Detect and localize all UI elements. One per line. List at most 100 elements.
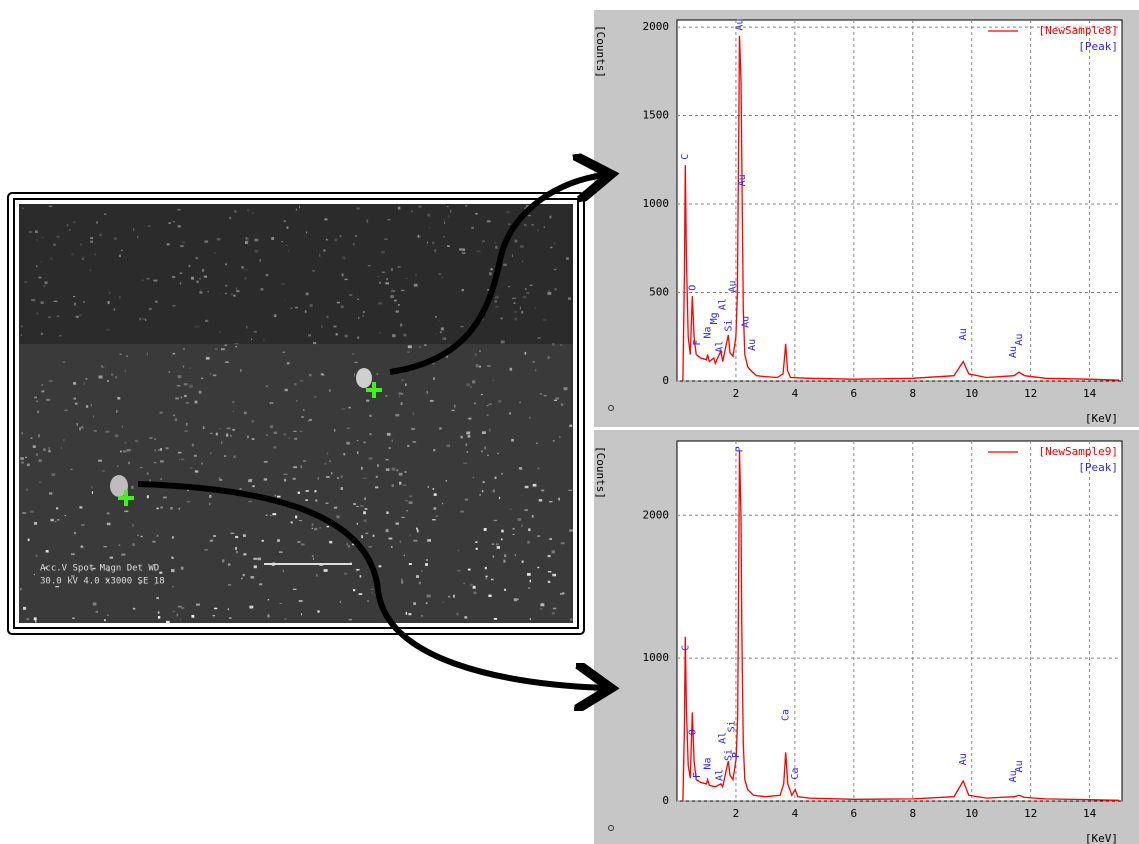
speck — [401, 379, 404, 382]
speck — [566, 257, 569, 260]
speck — [501, 472, 503, 475]
speck — [426, 391, 428, 394]
speck — [472, 476, 475, 479]
speck — [243, 268, 248, 271]
speck — [354, 361, 358, 363]
speck — [209, 494, 212, 498]
speck — [175, 397, 179, 400]
speck — [263, 478, 268, 481]
speck — [379, 332, 381, 334]
speck — [514, 239, 518, 243]
speck — [386, 278, 388, 281]
speck — [403, 554, 405, 556]
speck — [407, 351, 410, 353]
speck — [172, 536, 174, 539]
speck — [254, 238, 259, 242]
speck — [314, 490, 317, 493]
speck — [81, 426, 84, 429]
speck — [44, 281, 48, 285]
speck — [355, 235, 357, 237]
speck — [476, 250, 481, 253]
speck — [509, 367, 513, 371]
speck — [471, 226, 474, 229]
speck — [166, 620, 170, 624]
speck — [394, 299, 397, 302]
speck — [292, 477, 296, 480]
speck — [558, 497, 560, 501]
speck — [190, 467, 193, 469]
speck — [519, 245, 524, 248]
legend-peak: [Peak] — [1078, 40, 1118, 53]
speck — [478, 365, 481, 368]
speck — [106, 328, 110, 331]
speck — [194, 400, 198, 404]
speck — [56, 507, 59, 510]
speck — [551, 612, 555, 615]
speck — [207, 290, 209, 293]
speck — [363, 441, 366, 444]
speck — [215, 432, 218, 436]
speck — [348, 545, 350, 548]
x-tick-label: 6 — [851, 807, 858, 820]
speck — [80, 545, 83, 548]
speck — [504, 588, 506, 591]
speck — [171, 557, 174, 559]
speck — [521, 310, 524, 314]
speck — [242, 534, 246, 537]
speck — [283, 220, 286, 223]
speck — [93, 430, 97, 432]
speck — [467, 435, 471, 438]
speck — [442, 337, 447, 340]
peak-label: Au — [1014, 760, 1025, 772]
speck — [253, 331, 257, 333]
speck — [25, 456, 27, 458]
speck — [210, 452, 212, 455]
speck — [484, 446, 486, 450]
speck — [290, 521, 293, 524]
speck — [107, 614, 109, 616]
speck — [512, 297, 516, 299]
speck — [20, 588, 22, 591]
speck — [293, 588, 297, 590]
speck — [348, 618, 352, 621]
speck — [548, 290, 550, 293]
speck — [70, 468, 73, 470]
x-tick-label: 6 — [851, 387, 858, 400]
speck — [404, 471, 407, 473]
speck — [409, 533, 411, 537]
speck — [92, 602, 97, 606]
speck — [524, 351, 527, 355]
speck — [239, 487, 242, 490]
x-tick-label: 8 — [909, 387, 916, 400]
speck — [299, 380, 304, 382]
speck — [488, 594, 492, 597]
speck — [352, 243, 355, 246]
speck — [81, 524, 85, 526]
particle — [356, 368, 372, 388]
speck — [528, 587, 531, 589]
peak-label: Na — [703, 758, 714, 770]
speck — [26, 618, 30, 621]
speck — [73, 382, 77, 385]
speck — [560, 344, 563, 346]
speck — [50, 257, 53, 260]
speck — [475, 547, 478, 550]
speck — [55, 586, 60, 588]
speck — [101, 365, 103, 367]
speck — [413, 539, 418, 542]
speck — [361, 466, 363, 470]
speck — [365, 532, 369, 535]
speck — [409, 495, 413, 498]
speck — [34, 230, 38, 233]
speck — [286, 226, 289, 229]
speck — [357, 336, 360, 339]
speck — [435, 515, 438, 517]
speck — [496, 543, 499, 546]
speck — [157, 616, 161, 619]
speck — [326, 452, 329, 455]
speck — [114, 434, 119, 438]
speck — [387, 219, 391, 221]
speck — [98, 375, 103, 379]
speck — [433, 493, 437, 496]
speck — [48, 205, 53, 207]
